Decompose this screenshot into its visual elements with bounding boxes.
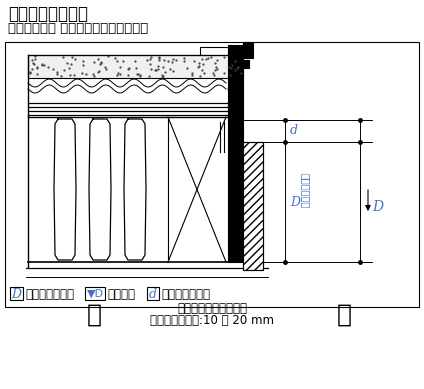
Bar [243,42,253,58]
Text: 壁厚残り寸法: 壁厚残り寸法 [300,173,310,209]
Text: 〕: 〕 [337,303,352,326]
Bar [228,45,243,262]
Text: ▼D: ▼D [86,289,103,299]
Bar [243,60,249,68]
Bar [200,47,228,57]
Text: 幅木ファミリー:10 〜 20 mm: 幅木ファミリー:10 〜 20 mm [150,314,274,328]
Bar [10,287,23,300]
Text: 外壁厚－: 外壁厚－ [107,287,135,300]
Text: D: D [290,196,300,209]
Text: 窓枠幅の決定方法: 窓枠幅の決定方法 [8,5,88,23]
Text: 壁面よりの窓枠出寸法: 壁面よりの窓枠出寸法 [177,301,247,314]
Bar [28,55,243,78]
Bar [243,142,263,270]
Bar [147,287,159,300]
Text: （デュオ他用 ノンケーシングタイプ）: （デュオ他用 ノンケーシングタイプ） [8,22,148,35]
Text: D: D [11,287,22,300]
Text: D: D [372,200,383,214]
Text: 壁厚残り寸法＝: 壁厚残り寸法＝ [25,287,74,300]
Bar [85,287,105,300]
Bar [5,42,419,307]
Text: d: d [149,287,157,300]
Bar [243,142,263,270]
Text: d: d [290,124,298,137]
Text: サッシ柱掛かり: サッシ柱掛かり [161,287,210,300]
Text: 〔: 〔 [87,303,102,326]
